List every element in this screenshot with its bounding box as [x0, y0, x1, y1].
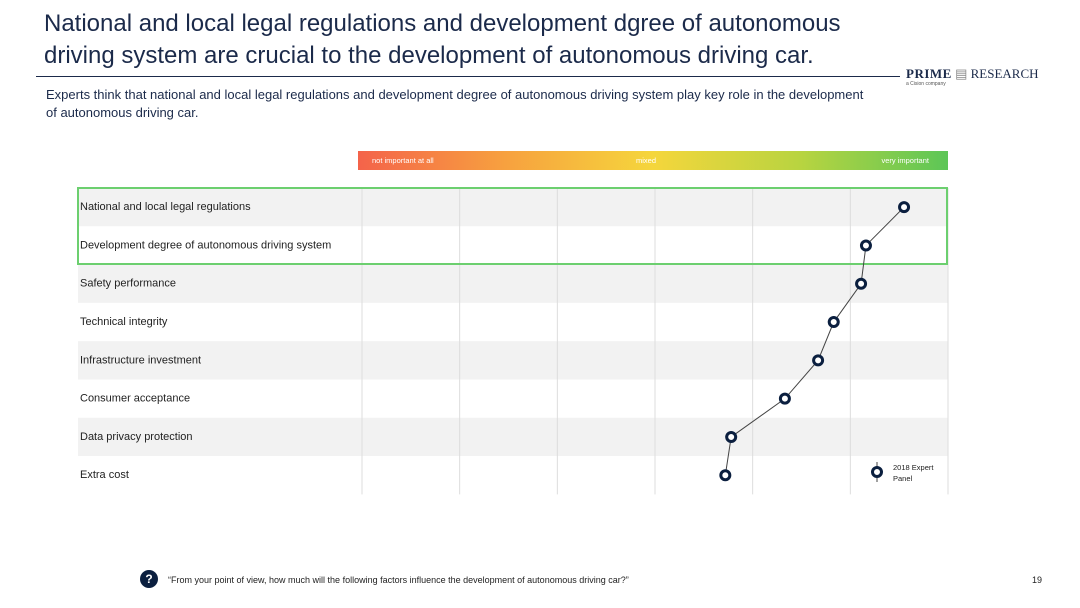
question-icon: ?: [140, 570, 158, 588]
series-point: [898, 201, 911, 214]
row-band: [78, 188, 948, 227]
page-number: 19: [1032, 575, 1043, 585]
series-point: [859, 239, 872, 252]
category-label: Safety performance: [80, 278, 176, 290]
row-band: [78, 417, 948, 457]
series-point: [855, 277, 868, 290]
logo-icon: ▤: [955, 66, 968, 81]
row-band: [78, 264, 948, 303]
row-band: [78, 456, 948, 495]
series-point: [719, 469, 732, 482]
category-label: Data privacy protection: [80, 431, 193, 443]
series-line: [724, 206, 905, 476]
scale-label: very important: [881, 156, 929, 165]
legend-marker: [871, 466, 883, 478]
category-label: Extra cost: [80, 469, 129, 481]
title: National and local legal regulations and…: [44, 10, 841, 69]
logo-prime: PRIME: [906, 66, 952, 81]
series-point: [725, 430, 738, 443]
scale-bar: [358, 151, 948, 170]
chart: National and local legal regulations Deve…: [77, 151, 949, 495]
logo-sub: a Cision company: [906, 81, 946, 87]
series-point: [827, 316, 840, 329]
series-point: [812, 354, 825, 367]
series-point: [778, 392, 791, 405]
category-label: Consumer acceptance: [80, 393, 190, 405]
row-band: [78, 379, 948, 418]
subtitle: Experts think that national and local le…: [46, 87, 864, 120]
question: “From your point of view, how much will …: [168, 575, 629, 585]
logo-word: RESEARCH: [970, 66, 1039, 81]
row-band: [78, 302, 948, 342]
scale-label: not important at all: [372, 156, 434, 165]
legend-label: 2018 Expert Panel: [893, 463, 934, 483]
logo: PRIME ▤ RESEARCH: [906, 66, 1039, 82]
highlight-box: [77, 187, 948, 265]
scale-label: mixed: [636, 156, 656, 165]
category-label: National and local legal regulations: [80, 201, 251, 213]
category-label: Infrastructure investment: [80, 354, 201, 366]
row-band: [78, 341, 948, 380]
category-label: Technical integrity: [80, 316, 168, 328]
category-label: Development degree of autonomous driving…: [80, 239, 331, 251]
title-rule: [36, 76, 900, 77]
row-band: [78, 226, 948, 265]
